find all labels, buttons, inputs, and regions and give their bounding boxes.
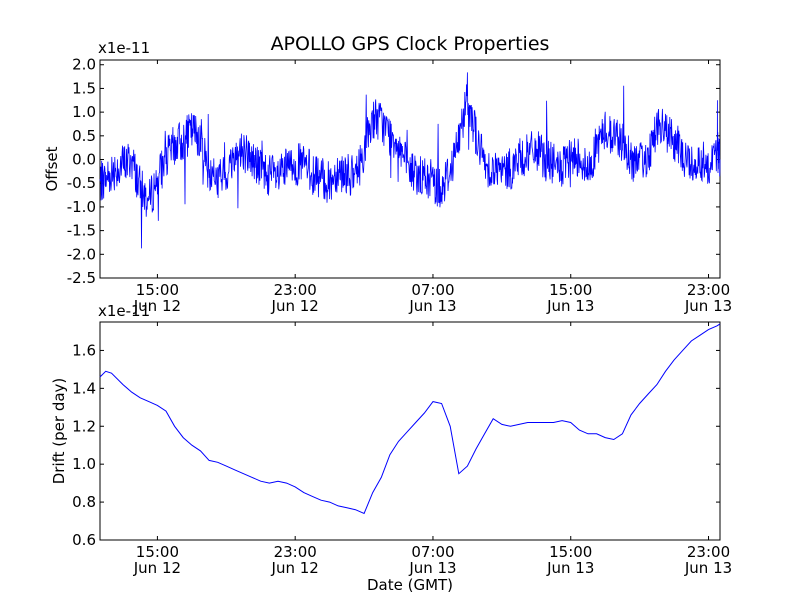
drift-axes-frame xyxy=(99,321,721,541)
drift-ytick-label: 0.6 xyxy=(72,531,96,549)
drift-series-line xyxy=(99,323,721,515)
offset-ytick-label: -1.0 xyxy=(67,198,96,216)
drift-xtick-date-label: Jun 13 xyxy=(684,559,732,577)
drift-y-axis-label: Drift (per day) xyxy=(50,378,68,485)
offset-scale-label: x1e-11 xyxy=(98,39,150,57)
drift-ytick-label: 1.4 xyxy=(72,379,96,397)
drift-series xyxy=(99,323,721,515)
offset-ytick-label: 2.0 xyxy=(72,56,96,74)
offset-ytick-label: -0.5 xyxy=(67,174,96,192)
offset-y-axis-label: Offset xyxy=(43,146,61,191)
drift-ytick-label: 1.0 xyxy=(72,455,96,473)
offset-xtick-date-label: Jun 13 xyxy=(684,297,732,315)
offset-xtick-time-label: 23:00 xyxy=(274,281,317,299)
offset-ytick-label: 0.5 xyxy=(72,127,96,145)
drift-xtick-time-label: 15:00 xyxy=(549,543,592,561)
offset-series-line xyxy=(99,72,721,249)
offset-ytick-label: -1.5 xyxy=(67,222,96,240)
offset-xtick-date-label: Jun 12 xyxy=(133,297,181,315)
drift-x-axis-label: Date (GMT) xyxy=(367,576,453,594)
offset-xtick-time-label: 23:00 xyxy=(687,281,730,299)
offset-axes: 2.0 1.5 1.0 0.5 0.0 -0.5 -1.0 -1.5 -2.0 -2.5 15:00… xyxy=(43,39,732,315)
offset-ytick-label: 1.5 xyxy=(72,79,96,97)
drift-xtick-date-label: Jun 12 xyxy=(133,559,181,577)
offset-xtick-date-label: Jun 13 xyxy=(546,297,594,315)
offset-xtick-time-label: 15:00 xyxy=(136,281,179,299)
drift-scale-label: x1e-11 xyxy=(98,302,150,320)
offset-xtick-date-label: Jun 12 xyxy=(271,297,319,315)
drift-xtick-date-label: Jun 13 xyxy=(546,559,594,577)
offset-ytick-label: 0.0 xyxy=(72,151,96,169)
drift-ytick-label: 1.6 xyxy=(72,341,96,359)
offset-xtick-time-label: 15:00 xyxy=(549,281,592,299)
drift-ytick-label: 0.8 xyxy=(72,493,96,511)
offset-ytick-label: 1.0 xyxy=(72,103,96,121)
offset-xtick-time-label: 07:00 xyxy=(411,281,454,299)
drift-xtick-date-label: Jun 12 xyxy=(271,559,319,577)
drift-xtick-time-label: 23:00 xyxy=(687,543,730,561)
offset-tick-group: 2.0 1.5 1.0 0.5 0.0 -0.5 -1.0 -1.5 -2.0 -2.5 15:00… xyxy=(67,56,732,315)
drift-xtick-time-label: 15:00 xyxy=(136,543,179,561)
chart-title: APOLLO GPS Clock Properties xyxy=(271,33,550,55)
drift-ytick-label: 1.2 xyxy=(72,417,96,435)
offset-ytick-label: -2.0 xyxy=(67,245,96,263)
offset-series xyxy=(99,72,721,249)
drift-xtick-date-label: Jun 13 xyxy=(408,559,456,577)
offset-ytick-label: -2.5 xyxy=(67,269,96,287)
drift-xtick-time-label: 07:00 xyxy=(411,543,454,561)
offset-xtick-date-label: Jun 13 xyxy=(408,297,456,315)
drift-xtick-time-label: 23:00 xyxy=(274,543,317,561)
